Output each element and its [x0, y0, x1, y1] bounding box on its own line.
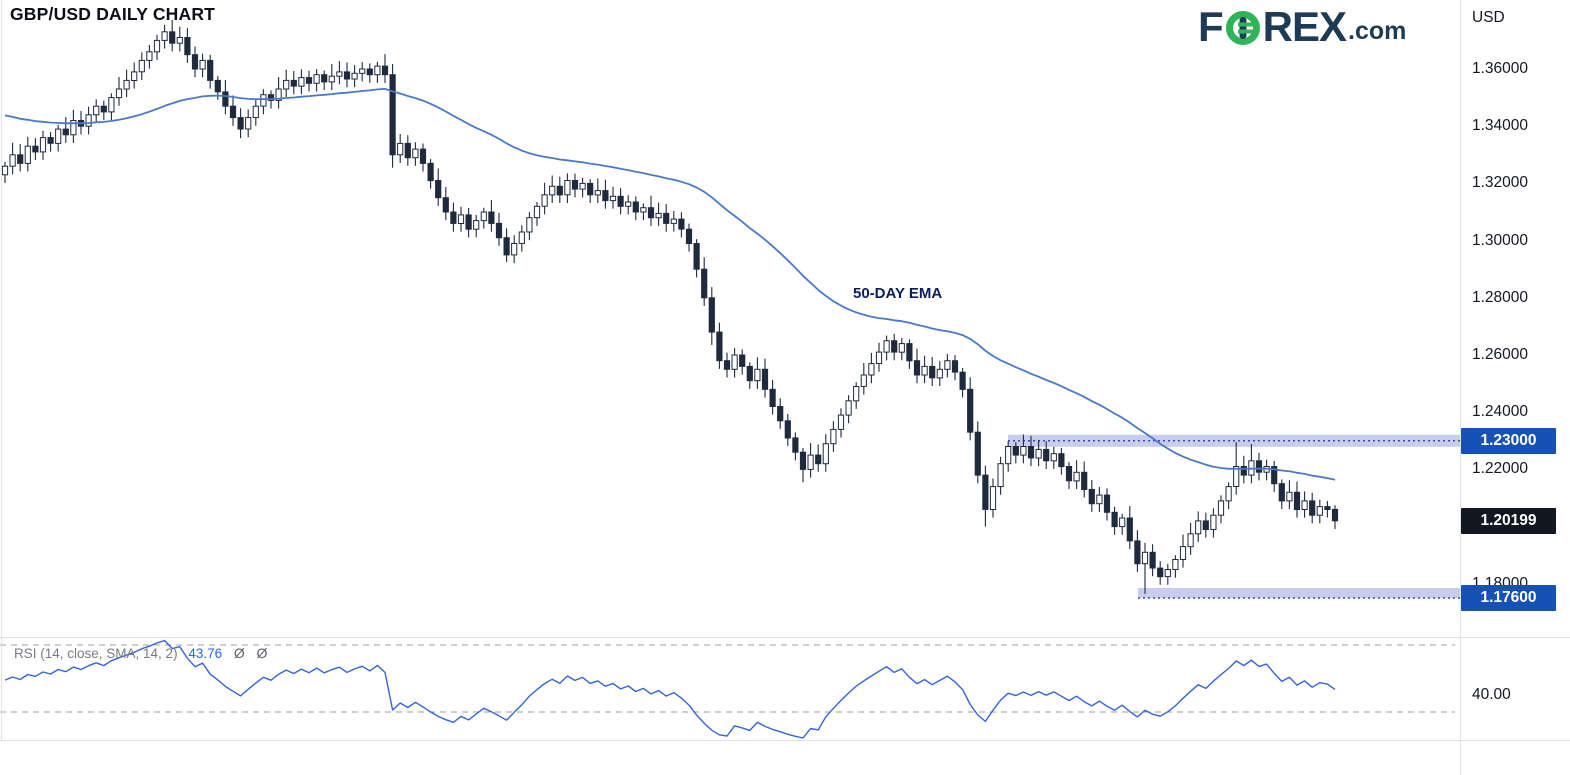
price-tick-1.28000: 1.28000 [1472, 289, 1529, 306]
price-tick-1.22000: 1.22000 [1472, 460, 1529, 477]
last-price-box: 1.20199 [1461, 508, 1556, 534]
rsi-settings-toggle-icon[interactable]: Ø [256, 645, 268, 661]
chart-left-border [1, 0, 2, 740]
forex-logo: F REX .com [1198, 3, 1407, 50]
forex-logo-f: F [1198, 3, 1224, 50]
price-tick-1.24000: 1.24000 [1472, 403, 1529, 420]
price-tick-1.36000: 1.36000 [1472, 60, 1529, 77]
time-axis-row[interactable]: 2022FebMarAprMayJunJulAugSep [0, 740, 1460, 775]
rsi-legend: RSI (14, close, SMA, 14, 2) 43.76 Ø Ø [14, 645, 267, 661]
rsi-plot [0, 639, 1455, 739]
level-price-box-1.17600: 1.17600 [1461, 585, 1556, 611]
forex-logo-o-icon [1224, 8, 1262, 46]
rsi-chart-canvas[interactable] [0, 637, 1460, 740]
price-axis-divider [1460, 0, 1461, 775]
ema-line-label: 50-DAY EMA [853, 285, 943, 302]
price-tick-1.32000: 1.32000 [1472, 174, 1529, 191]
price-chart-canvas[interactable] [0, 0, 1460, 637]
rsi-hide-toggle-icon[interactable]: Ø [233, 645, 245, 661]
forex-logo-rex: REX [1262, 3, 1347, 50]
forex-logo-dotcom: .com [1348, 17, 1407, 45]
price-axis-currency: USD [1472, 9, 1505, 26]
level-price-box-1.23000: 1.23000 [1461, 428, 1556, 454]
price-tick-1.26000: 1.26000 [1472, 346, 1529, 363]
time-axis-border [0, 740, 1570, 741]
rsi-value: 43.76 [188, 646, 223, 661]
chart-title: GBP/USD DAILY CHART [10, 4, 216, 24]
candlestick-plot [1, 19, 1460, 599]
price-tick-1.34000: 1.34000 [1472, 117, 1529, 134]
rsi-legend-text: RSI (14, close, SMA, 14, 2) [14, 646, 178, 661]
rsi-tick-40: 40.00 [1472, 686, 1511, 703]
price-tick-1.30000: 1.30000 [1472, 232, 1529, 249]
rsi-panel-top-border [0, 637, 1570, 638]
